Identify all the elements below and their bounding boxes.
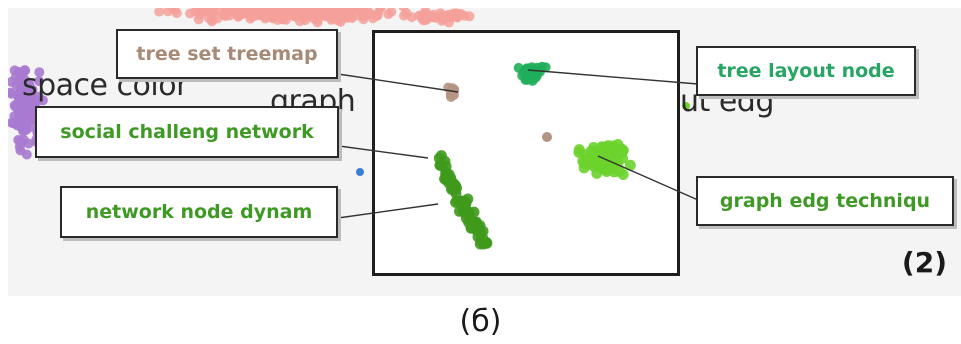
pink-background-cluster-point: [375, 8, 386, 13]
dark-green-cluster-point: [454, 205, 465, 217]
light-green-cluster-point: [617, 144, 629, 156]
light-green-cluster-point: [607, 140, 619, 152]
purple-background-cluster-point: [21, 149, 32, 160]
zoom-inset-scatter: [433, 61, 636, 250]
purple-background-cluster-point: [9, 65, 20, 76]
figure-caption: (б): [459, 304, 502, 339]
light-green-cluster: [573, 139, 636, 180]
pink-background-cluster-right-point: [421, 14, 432, 25]
purple-background-cluster-point: [34, 76, 45, 87]
pink-background-cluster-right-point: [436, 15, 447, 26]
pink-background-cluster-point: [346, 8, 357, 13]
leader-social-challeng-network: [338, 145, 429, 159]
stray-green-dot: [682, 102, 690, 110]
panel-number: (2): [901, 246, 947, 279]
pink-background-cluster-point: [308, 8, 318, 18]
pink-background-cluster-point: [163, 8, 173, 17]
pink-background-cluster-right-point: [450, 11, 460, 22]
leader-tree-layout-node: [527, 69, 699, 85]
pink-background-cluster-point: [333, 8, 343, 11]
pink-background-cluster-point: [191, 8, 202, 17]
purple-background-cluster-point: [13, 104, 24, 115]
dark-green-cluster-point: [435, 160, 446, 171]
pink-background-cluster-point: [345, 11, 356, 22]
pink-background-cluster-right-point: [464, 11, 475, 22]
pink-background-cluster-point: [232, 8, 242, 11]
light-green-cluster-point: [583, 152, 595, 164]
label-social-challeng-network: social challeng network: [35, 106, 339, 158]
purple-background-cluster-point: [18, 117, 29, 128]
label-tree-set-treemap: tree set treemap: [116, 29, 338, 79]
pink-background-cluster-point: [171, 8, 182, 19]
pink-background-cluster-point: [321, 10, 332, 21]
pink-background-cluster-point: [234, 9, 245, 20]
leader-graph-edg-techniqu: [597, 155, 699, 201]
dark-green-cluster-point: [460, 198, 472, 210]
dark-green-cluster-point: [472, 231, 484, 243]
dark-green-cluster-point: [443, 169, 455, 180]
purple-background-cluster-point: [22, 100, 32, 110]
purple-background-cluster: [8, 65, 48, 160]
pink-background-cluster-point: [332, 15, 343, 26]
blue-dot: [356, 168, 364, 176]
visualization-panel: space color graph ut edg tree set treema…: [8, 8, 961, 296]
light-green-cluster-point: [617, 169, 629, 180]
light-green-cluster-point: [573, 146, 585, 158]
purple-background-cluster-point: [19, 65, 30, 76]
label-graph-edg-techniqu: graph edg techniqu: [696, 176, 954, 226]
pink-background-cluster-point: [223, 8, 234, 17]
purple-background-cluster-point: [34, 67, 45, 78]
scatter-scene: [8, 8, 690, 176]
pink-background-cluster-point: [288, 8, 299, 18]
leader-lines: [337, 69, 699, 219]
leader-tree-set-treemap: [337, 73, 459, 93]
purple-background-cluster-point: [15, 136, 26, 147]
light-green-cluster-point: [590, 145, 602, 157]
pink-background-cluster-right: [414, 8, 475, 28]
pink-background-cluster-point: [312, 17, 323, 28]
dark-green-cluster-point: [468, 217, 480, 229]
dark-green-cluster: [433, 150, 493, 250]
pink-background-cluster-right-point: [420, 8, 431, 17]
light-green-cluster-point: [624, 159, 636, 171]
purple-background-cluster-point: [9, 118, 20, 129]
leader-network-node-dynam: [337, 203, 439, 219]
tan-cluster-outlier: [542, 132, 552, 142]
pink-background-cluster-point: [243, 8, 253, 18]
dark-green-cluster-point: [446, 183, 457, 195]
dark-green-cluster-point: [468, 206, 480, 218]
zoom-inset-box: [372, 30, 680, 276]
purple-background-cluster-point: [8, 87, 16, 98]
teal-cluster-point: [523, 73, 534, 83]
pink-background-cluster-point: [353, 10, 364, 21]
pink-background-cluster-point: [401, 8, 412, 18]
teal-cluster-point: [513, 62, 524, 73]
purple-background-cluster-point: [19, 74, 30, 85]
pink-background-cluster-point: [269, 8, 280, 15]
pink-background-cluster-point: [206, 8, 217, 14]
purple-background-cluster-point: [23, 138, 34, 149]
label-network-node-dynam: network node dynam: [60, 186, 338, 238]
purple-background-cluster-point: [11, 79, 22, 90]
pink-background-cluster-point: [259, 8, 270, 17]
tan-cluster-point: [446, 84, 457, 95]
pink-background-cluster-point: [199, 8, 210, 14]
pink-background-cluster-point: [154, 8, 165, 17]
pink-background-cluster: [154, 8, 417, 28]
label-tree-layout-node: tree layout node: [696, 46, 916, 96]
purple-background-cluster-point: [21, 86, 32, 97]
pink-background-cluster-point: [383, 9, 394, 20]
